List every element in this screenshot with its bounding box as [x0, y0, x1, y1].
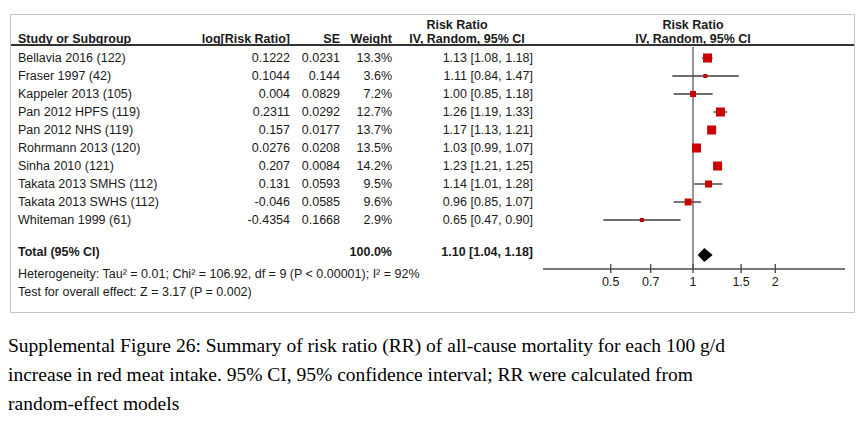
effect-square [716, 108, 725, 117]
effect-square [705, 181, 712, 188]
effect-square [707, 126, 716, 135]
x-axis-tick-label: 0.5 [602, 275, 619, 289]
effect-square [703, 54, 712, 63]
forest-plot-figure: Risk Ratio Risk Ratio Study or Subgroup … [10, 14, 855, 313]
effect-square [703, 74, 707, 78]
effect-square [692, 144, 701, 153]
caption-line-2: increase in red meat intake. 95% CI, 95%… [8, 360, 838, 389]
caption-line-1: Supplemental Figure 26: Summary of risk … [8, 331, 838, 360]
x-axis-tick-label: 2 [772, 275, 779, 289]
x-axis-tick-label: 1.5 [732, 275, 749, 289]
x-axis-tick-label: 0.7 [642, 275, 659, 289]
effect-square [640, 218, 644, 222]
caption-line-3: random-effect models [8, 389, 838, 418]
effect-square [685, 199, 692, 206]
effect-square [713, 162, 722, 171]
forest-plot-canvas: 0.5 0.7 1 1.5 2 [11, 15, 854, 312]
summary-diamond [698, 248, 713, 262]
x-axis-tick-label: 1 [690, 275, 697, 289]
figure-caption: Supplemental Figure 26: Summary of risk … [8, 331, 838, 418]
effect-square [690, 91, 696, 97]
